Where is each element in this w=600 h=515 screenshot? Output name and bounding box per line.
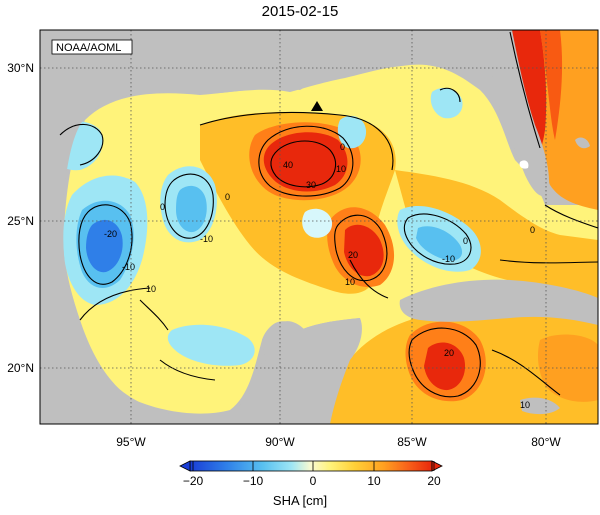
lon-tick-label: 80°W <box>531 435 561 449</box>
contour-label: 10 <box>520 400 530 410</box>
colorbar-tick-label: −10 <box>243 474 264 488</box>
colorbar-tick-label: −20 <box>183 474 204 488</box>
cold-eddy-northeast <box>430 87 463 119</box>
contour-labels: -20 -10 10 -10 0 0 40 30 10 0 20 10 -10 … <box>104 142 535 410</box>
contour-label: 0 <box>340 142 345 152</box>
lon-tick-label: 90°W <box>265 435 295 449</box>
lon-tick-label: 95°W <box>116 435 146 449</box>
graticule <box>40 30 598 424</box>
contour-label: 10 <box>146 284 156 294</box>
cold-eddy-center-core <box>176 185 207 233</box>
lon-tick-label: 85°W <box>397 435 427 449</box>
lat-tick-label: 20°N <box>7 361 34 375</box>
contour-label: 0 <box>530 225 535 235</box>
contour-label: -10 <box>122 262 135 272</box>
lat-tick-label: 30°N <box>7 61 34 75</box>
contour-label: 20 <box>444 348 454 358</box>
colorbar: −20 −10 0 10 20 <box>179 460 443 488</box>
contour-label: 0 <box>463 236 468 246</box>
contour-label: 20 <box>348 250 358 260</box>
colorbar-high-arrow-icon <box>431 460 443 472</box>
contour-label: 0 <box>225 192 230 202</box>
contour-label: -10 <box>442 254 455 264</box>
contour-label: 30 <box>306 180 316 190</box>
cold-eddy-bay <box>167 324 255 366</box>
station-marker-icon <box>311 101 323 111</box>
warm-eddy-south-core <box>344 224 384 277</box>
colorbar-ramp <box>189 460 433 472</box>
map-title: 2015-02-15 <box>261 3 339 20</box>
warm-east-band <box>395 170 598 300</box>
badge-label: NOAA/AOML <box>56 42 121 54</box>
axis-labels: 95°W 90°W 85°W 80°W 30°N 25°N 20°N <box>7 61 561 449</box>
bahamas-island <box>575 137 590 149</box>
cold-eddy-east-core <box>416 226 463 261</box>
yucatan-peninsula <box>262 318 362 424</box>
contour-label: 10 <box>345 277 355 287</box>
colorbar-low-arrow-icon <box>179 460 191 472</box>
contour-lines <box>59 31 598 398</box>
contour-label: -20 <box>104 229 117 239</box>
cold-eddy-mid-small <box>302 208 333 238</box>
caribbean-island-small <box>520 397 560 415</box>
key-island <box>519 160 529 169</box>
us-gulf-coast <box>40 30 540 190</box>
florida-peninsula <box>492 30 550 197</box>
cuba <box>399 279 598 325</box>
map-field <box>40 30 598 424</box>
contour-label: -10 <box>200 234 213 244</box>
map-frame <box>39 29 599 425</box>
caribbean-east-warm <box>537 334 598 402</box>
gulf-stream-core <box>540 30 563 140</box>
contour-label: 0 <box>160 202 165 212</box>
cold-eddy-west-core <box>86 219 123 273</box>
contour-label: 10 <box>336 164 346 174</box>
badge-box <box>51 39 133 55</box>
colorbar-unit-label: SHA [cm] <box>272 493 328 508</box>
colorbar-tick-label: 10 <box>367 474 381 488</box>
colorbar-tick-label: 20 <box>427 474 441 488</box>
caribbean-warm-core <box>424 342 466 391</box>
colorbar-tick-label: 0 <box>310 474 317 488</box>
lat-tick-label: 25°N <box>7 214 34 228</box>
contour-label: 40 <box>283 160 293 170</box>
